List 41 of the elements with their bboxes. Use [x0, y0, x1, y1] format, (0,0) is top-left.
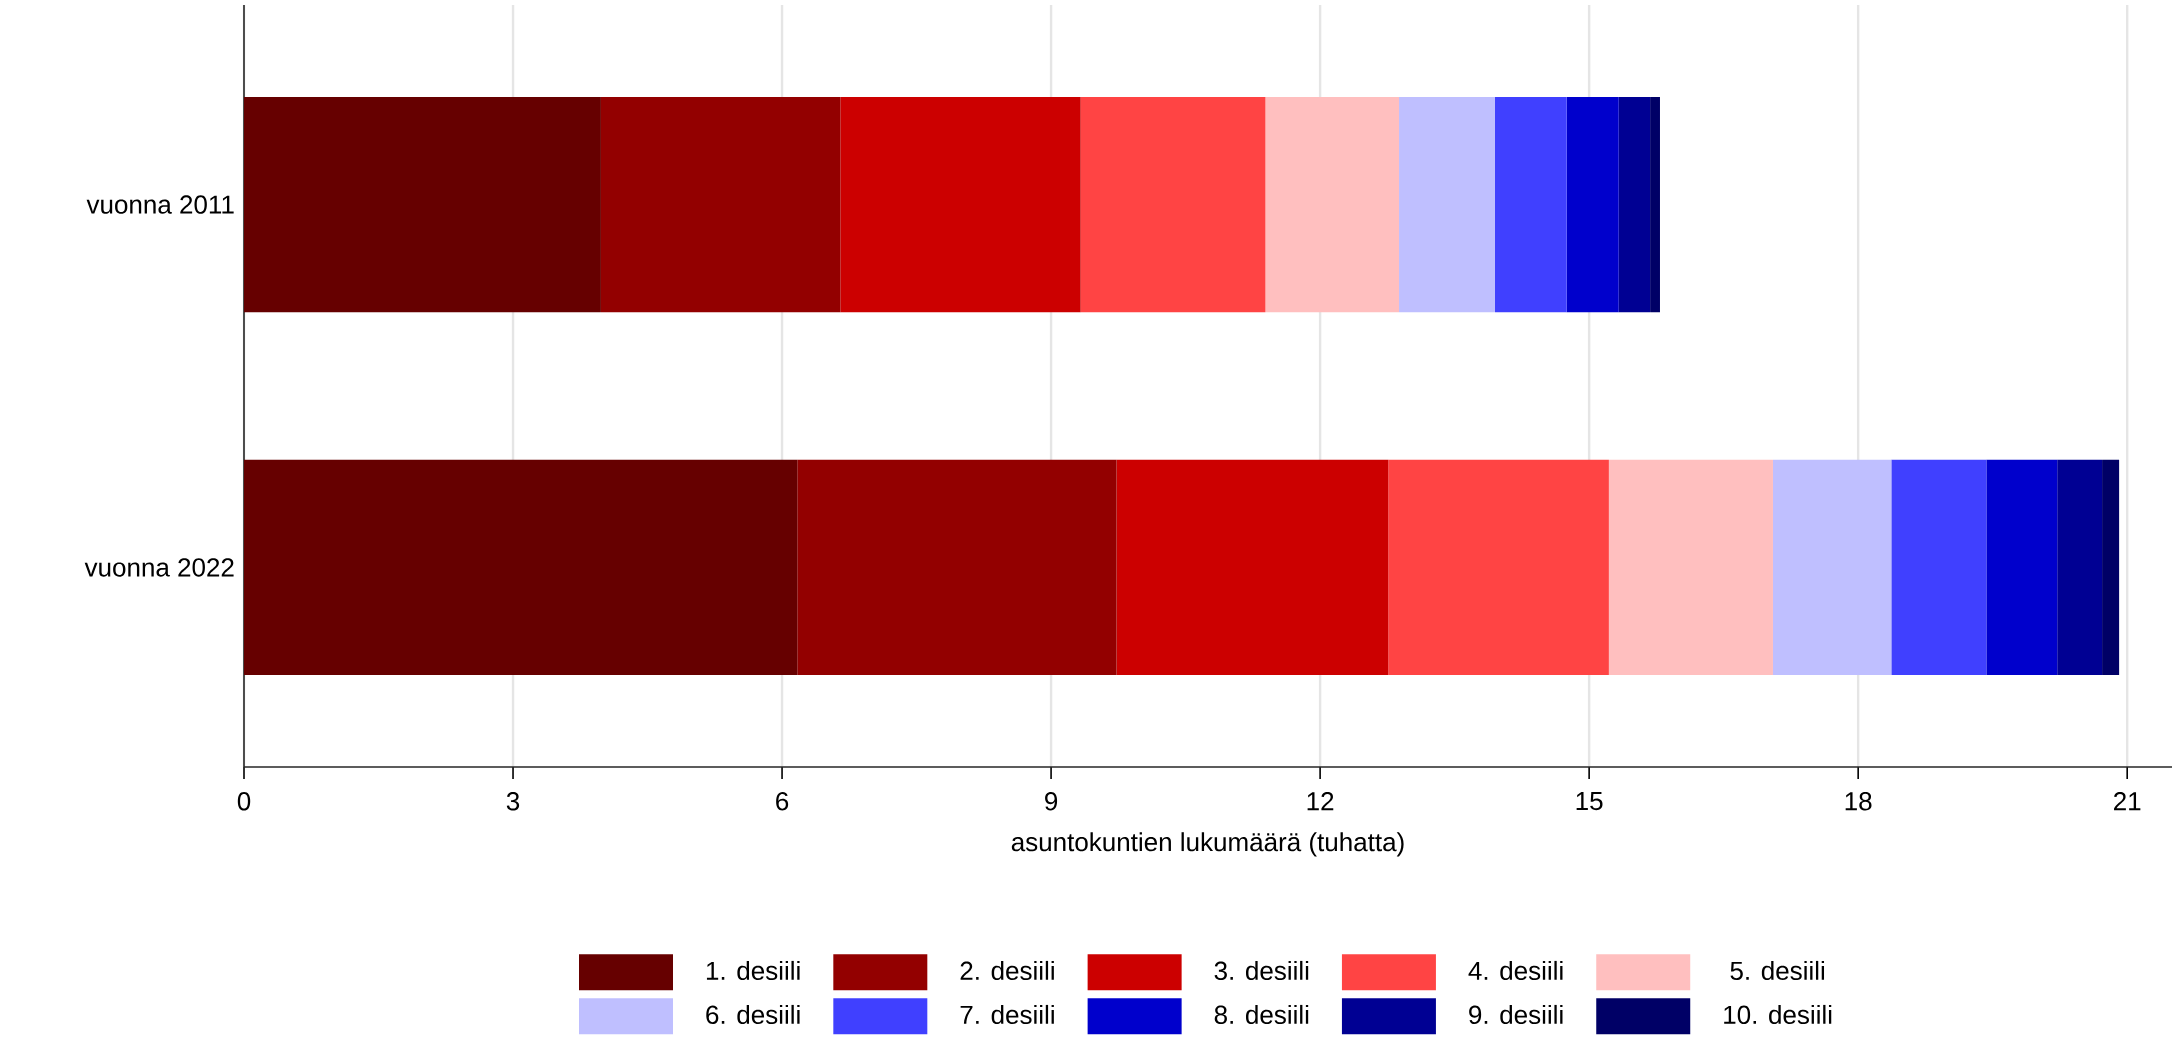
bar	[1608, 459, 1773, 676]
bar	[1891, 459, 1987, 676]
bar	[840, 96, 1081, 313]
bar	[600, 96, 841, 313]
legend-label: 3. desiili	[1214, 960, 1309, 980]
legend-label: 5. desiili	[1730, 960, 1825, 980]
x-tick-label: 12	[1307, 792, 1334, 811]
legend-label: 4. desiili	[1468, 960, 1563, 980]
bar	[1986, 459, 2058, 676]
bar	[2102, 459, 2120, 676]
y-tick-label: vuonna 2011	[86, 195, 234, 214]
x-tick-label: 18	[1845, 792, 1872, 811]
legend-label: 9. desiili	[1469, 1004, 1563, 1024]
bar	[1265, 96, 1400, 313]
legend-label: 8. desiili	[1214, 1004, 1309, 1024]
x-tick-label: 9	[1045, 792, 1058, 811]
bar	[1116, 459, 1389, 676]
x-tick-label: 15	[1576, 792, 1603, 811]
bar	[1399, 96, 1495, 313]
bar	[244, 96, 601, 313]
bar	[1650, 96, 1660, 313]
legend-label: 1. desiili	[706, 960, 800, 980]
legend-label: 6. desiili	[706, 1004, 800, 1024]
legend-label: 7. desiili	[960, 1004, 1054, 1024]
y-tick-label: vuonna 2022	[84, 558, 234, 577]
bar	[1080, 96, 1266, 313]
bar	[1494, 96, 1567, 313]
x-tick-label: 21	[2114, 792, 2141, 811]
legend-label: 2. desiili	[960, 960, 1054, 980]
bar	[2057, 459, 2103, 676]
x-tick-label: 6	[776, 792, 789, 811]
bar	[797, 459, 1117, 676]
x-tick-label: 0	[237, 792, 251, 811]
bar	[1566, 96, 1619, 313]
legend-label: 10. desiili	[1724, 1004, 1832, 1024]
bar	[244, 459, 798, 676]
bar	[1388, 459, 1609, 676]
bar	[1618, 96, 1651, 313]
bar	[1772, 459, 1892, 676]
x-tick-label: 3	[506, 792, 520, 811]
x-axis-title: asuntokuntien lukumäärä (tuhatta)	[1011, 832, 1404, 857]
